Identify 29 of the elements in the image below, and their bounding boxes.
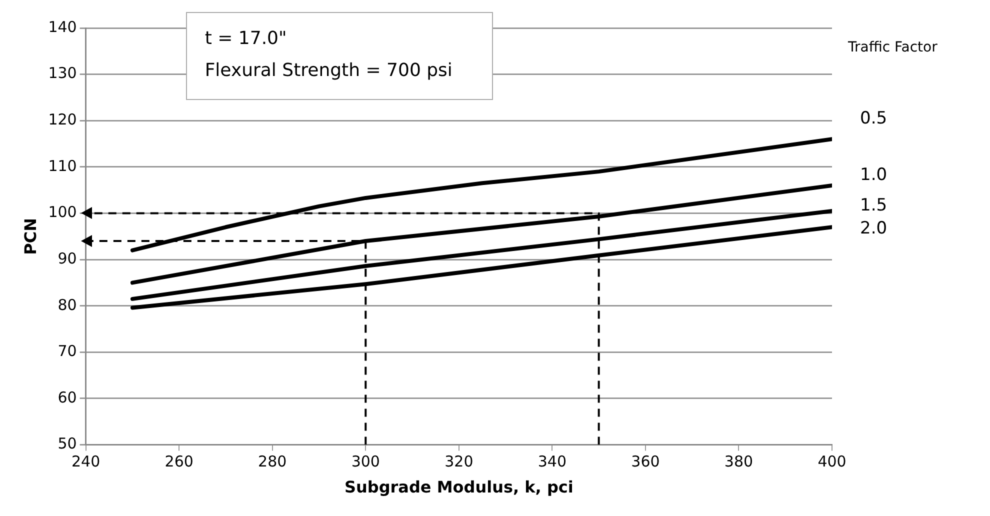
x-tick-label: 300 xyxy=(351,452,380,471)
y-tick-label: 80 xyxy=(58,296,77,314)
y-tick-label: 60 xyxy=(58,388,77,406)
note-box: t = 17.0" Flexural Strength = 700 psi xyxy=(186,12,494,100)
x-tick-label: 260 xyxy=(164,452,194,471)
y-tick-label: 130 xyxy=(48,64,77,82)
annotation: t = 17.0" xyxy=(204,27,288,51)
y-tick-label: 70 xyxy=(58,342,77,360)
series-label: 0.5 xyxy=(860,108,888,129)
x-tick-label: 280 xyxy=(258,452,287,471)
x-tick-label: 400 xyxy=(818,452,846,471)
x-tick-label: 320 xyxy=(444,452,474,471)
x-tick-label: 340 xyxy=(538,452,567,471)
series-label: 1.5 xyxy=(860,195,888,216)
x-tick-label: 380 xyxy=(724,452,754,471)
y-tick-label: 90 xyxy=(58,249,77,268)
annotation: Flexural Strength = 700 psi xyxy=(204,59,452,83)
x-axis-title: Subgrade Modulus, k, pci xyxy=(344,478,574,497)
y-tick-label: 50 xyxy=(58,434,77,453)
legend-title: Traffic Factor xyxy=(847,40,938,56)
y-tick-label: 100 xyxy=(48,203,77,222)
y-tick-label: 110 xyxy=(48,156,77,175)
x-tick-label: 240 xyxy=(72,452,100,471)
x-tick-label: 360 xyxy=(631,452,660,471)
series-label: 2.0 xyxy=(860,218,888,239)
series-label: 1.0 xyxy=(860,164,888,185)
y-axis-title: PCN xyxy=(20,218,40,255)
y-tick-label: 140 xyxy=(48,18,77,36)
y-tick-label: 120 xyxy=(48,110,77,129)
